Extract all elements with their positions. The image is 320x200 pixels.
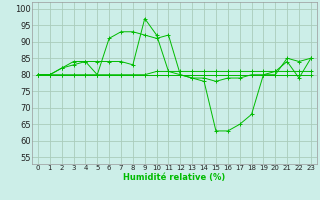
X-axis label: Humidité relative (%): Humidité relative (%) <box>123 173 226 182</box>
